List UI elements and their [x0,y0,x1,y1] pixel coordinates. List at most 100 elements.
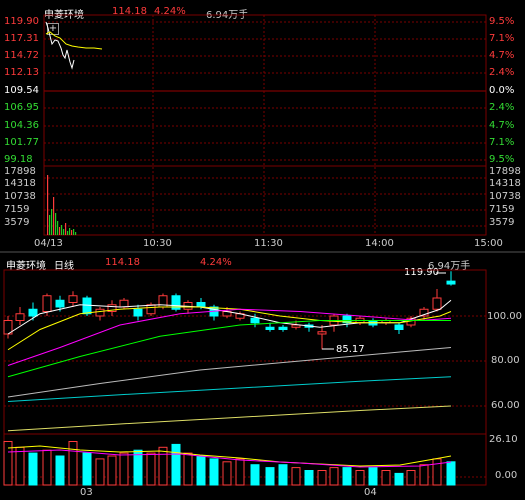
daily-volume-bar [95,458,105,486]
price-tick-label: 104.36 [4,120,39,131]
daily-volume-bar [107,455,117,486]
daily-candle-body [15,313,25,321]
daily-candle-body [3,320,13,335]
daily-volume-bar [432,458,442,486]
intraday-price: 114.18 [112,6,147,17]
daily-volume-bar [317,470,327,486]
daily-volume-bar [381,470,391,486]
daily-volume-bar [235,458,245,486]
daily-candle-body [419,308,429,317]
price-tick-label: 112.13 [4,67,39,78]
daily-volume-bar [304,470,314,486]
daily-candle-body [68,295,78,303]
daily-candle-body [171,295,181,310]
daily-volume-bar [133,449,143,486]
daily-volume-bar [250,464,260,486]
daily-volume-bar [209,458,219,486]
percent-tick-label: 2.4% [489,67,515,78]
daily-volume-bar [394,472,404,486]
intraday-price-line [45,21,75,70]
price-tick-label: 106.95 [4,102,39,113]
daily-candle-body [55,299,65,308]
percent-tick-label: 2.4% [489,102,515,113]
daily-high-label: 119.90 [404,267,439,278]
daily-period-label[interactable]: 日线 [54,261,74,272]
daily-candle-body [196,302,206,308]
ma120-line [7,376,452,402]
volume-ma-line [7,449,452,468]
daily-volume-bar [3,441,13,486]
intraday-volume-bar [73,229,75,235]
daily-volume-bar [15,446,25,486]
price-tick-label: 114.72 [4,50,39,61]
percent-tick-label: 7.1% [489,33,515,44]
intraday-frame [43,14,487,236]
percent-tick-label: 7.1% [489,137,515,148]
intraday-volume-bar [71,230,73,235]
daily-candle-body [265,326,275,330]
percent-tick-label: 9.5% [489,16,515,27]
price-tick-label: 119.90 [4,16,39,27]
daily-candle-body [278,326,288,330]
daily-volume-bar [265,467,275,486]
intraday-volume-bar [49,215,51,235]
daily-volume-bar [146,452,156,486]
daily-volume-bar [119,452,129,486]
daily-volume-bar [196,455,206,486]
intraday-average-line [45,31,103,50]
daily-candle-body [82,297,92,315]
daily-volume: 6.94万手 [428,261,471,272]
intraday-volume-bar [67,231,69,235]
volume-tick-label: 3579 [489,217,515,228]
time-tick-label: 14:00 [365,238,394,249]
volume-tick-label: 14318 [489,178,521,189]
daily-volume-bar [68,441,78,486]
time-tick-label: 10:30 [143,238,172,249]
daily-volume-bar [278,464,288,486]
intraday-volume-bar [47,175,49,235]
ma250-line [7,405,452,432]
daily-volume-bar [171,443,181,486]
volume-tick-label: 17898 [4,166,36,177]
daily-candle-body [107,304,117,312]
intraday-change-pct: 4.24% [154,6,186,17]
volume-tick-label: 10738 [4,191,36,202]
volume-tick-label: 10738 [489,191,521,202]
intraday-volume-bar [69,228,71,235]
intraday-volume-bar [65,223,67,235]
intraday-volume-bar [55,213,57,235]
month-label-04: 04 [364,487,377,498]
daily-volume-bar [222,461,232,486]
volume-tick-label: 7159 [489,204,515,215]
daily-axis-80: 80.00 [491,355,520,366]
daily-candle-body [394,324,404,330]
daily-candle-body [28,308,38,317]
price-tick-label: 99.18 [4,154,33,165]
daily-volume-bar [28,452,38,486]
daily-low-label: 85.17 [336,344,365,355]
daily-axis-60: 60.00 [491,400,520,411]
daily-candle-body [317,331,327,335]
ma30-line [7,320,451,378]
daily-volume-bar [406,470,416,486]
volume-tick-label: 17898 [489,166,521,177]
time-tick-label: 15:00 [474,238,503,249]
intraday-volume-bar [61,225,63,235]
daily-volume-bar [42,449,52,486]
volume-tick-label: 14318 [4,178,36,189]
daily-candle-body [95,308,105,317]
percent-tick-label: 4.7% [489,120,515,131]
daily-candle-body [250,317,260,324]
volume-ma-line [7,445,452,467]
daily-candle-body [342,315,352,324]
ma5-line [7,299,452,335]
daily-volume-bar [355,470,365,486]
daily-volume-bar [446,461,456,486]
daily-stock-name: 申菱环境 [6,261,46,272]
daily-volume-bar [342,467,352,486]
daily-vol-axis-zero: 0.00 [495,470,518,481]
daily-volume-bar [82,452,92,486]
intraday-volume-bar [59,227,61,235]
daily-candle-body [146,304,156,315]
